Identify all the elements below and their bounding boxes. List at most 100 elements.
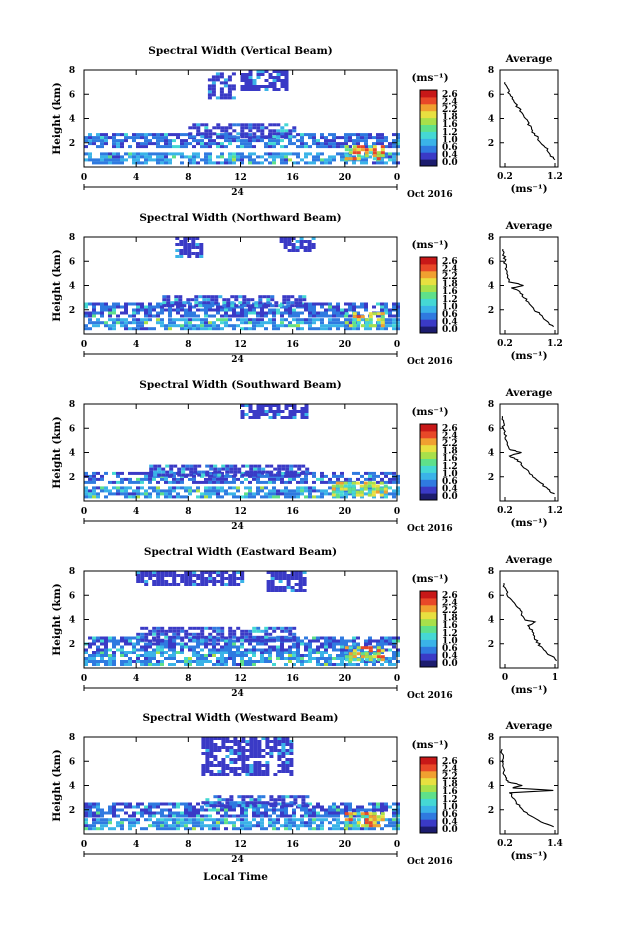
heatmap-cell — [191, 246, 196, 249]
heatmap-cell — [140, 142, 144, 146]
heatmap-cell — [368, 312, 373, 316]
heatmap-cell — [368, 327, 372, 331]
heatmap-cell — [360, 305, 364, 309]
heatmap-cell — [172, 657, 176, 660]
heatmap-cell — [274, 586, 279, 589]
heatmap-cell — [208, 489, 212, 493]
heatmap-cell — [380, 802, 384, 806]
heatmap-cell — [265, 773, 270, 776]
heatmap-cell — [128, 818, 132, 822]
heatmap-cell — [265, 801, 270, 805]
heatmap-cell — [172, 324, 176, 328]
heatmap-cell — [260, 161, 264, 165]
heatmap-cell — [240, 642, 244, 646]
heatmap-cell — [288, 480, 292, 484]
heatmap-cell — [180, 477, 184, 481]
heatmap-cell — [256, 626, 261, 630]
colorbar-tick-label: 2.2 — [442, 105, 458, 115]
heatmap-cell — [388, 155, 392, 159]
heatmap-cell — [196, 635, 201, 639]
heatmap-cell — [112, 161, 116, 165]
heatmap-cell — [225, 464, 230, 468]
heatmap-cell — [264, 79, 269, 82]
heatmap-cell — [104, 648, 108, 652]
heatmap-cell — [168, 133, 172, 137]
heatmap-cell — [264, 626, 269, 630]
heatmap-cell — [320, 305, 324, 309]
heatmap-cell — [104, 636, 108, 640]
heatmap-cell — [164, 651, 168, 654]
heatmap-cell — [332, 663, 336, 666]
heatmap-cell — [221, 758, 226, 761]
heatmap-cell — [204, 660, 208, 663]
heatmap-cell — [172, 583, 177, 586]
heatmap-cell — [92, 305, 96, 309]
x-tick-label: 8 — [185, 340, 191, 350]
heatmap-cell — [272, 477, 276, 481]
heatmap-cell — [236, 477, 240, 481]
heatmap-cell — [316, 651, 320, 654]
heatmap-cell — [240, 318, 244, 322]
heatmap-cell — [344, 148, 349, 152]
heatmap-cell — [256, 155, 260, 159]
heatmap-cell — [176, 480, 180, 484]
y-tick-label: 8 — [69, 400, 75, 410]
heatmap-cell — [228, 318, 232, 322]
heatmap-cell — [216, 126, 221, 130]
heatmap-cell — [100, 311, 104, 315]
heatmap-cell — [284, 161, 288, 165]
heatmap-cell — [220, 327, 224, 331]
heatmap-cell — [191, 252, 196, 255]
heatmap-cell — [367, 481, 372, 485]
heatmap-cell — [211, 87, 216, 91]
heatmap-cell — [216, 808, 220, 812]
heatmap-cell — [144, 626, 149, 630]
heatmap-cell — [104, 486, 108, 490]
heatmap-cell — [160, 158, 164, 162]
heatmap-cell — [192, 327, 196, 331]
heatmap-cell — [392, 139, 396, 143]
heatmap-cell — [84, 802, 88, 806]
heatmap-cell — [280, 814, 284, 818]
heatmap-cell — [324, 648, 328, 652]
heatmap-cell — [249, 773, 254, 776]
heatmap-cell — [220, 626, 225, 630]
heatmap-cell — [120, 651, 124, 654]
heatmap-cell — [276, 808, 280, 812]
average-y-tick-label: 4 — [488, 449, 494, 459]
heatmap-cell — [132, 660, 136, 663]
heatmap-cell — [200, 324, 204, 328]
heatmap-cell — [248, 152, 252, 156]
heatmap-cell — [296, 145, 300, 149]
heatmap-cell — [209, 749, 214, 752]
heatmap-cell — [220, 161, 224, 165]
heatmap-cell — [187, 237, 192, 240]
heatmap-cell — [248, 133, 252, 137]
heatmap-cell — [260, 811, 264, 815]
heatmap-cell — [168, 629, 173, 633]
heatmap-cell — [312, 321, 316, 325]
heatmap-cell — [212, 651, 216, 654]
heatmap-cell — [238, 301, 243, 305]
heatmap-cell — [224, 318, 228, 322]
heatmap-cell — [227, 75, 232, 79]
heatmap-cell — [312, 155, 316, 159]
heatmap-cell — [160, 824, 164, 828]
heatmap-cell — [174, 295, 179, 299]
heatmap-cell — [232, 135, 237, 139]
heatmap-cell — [261, 470, 266, 474]
heatmap-cell — [172, 629, 177, 633]
heatmap-cell — [352, 495, 356, 499]
heatmap-cell — [356, 827, 360, 831]
heatmap-cell — [196, 642, 200, 646]
x-tick-label: 0 — [394, 173, 400, 183]
heatmap-cell — [162, 298, 167, 302]
heatmap-cell — [140, 471, 144, 475]
heatmap-cell — [196, 574, 201, 577]
heatmap-cell — [392, 327, 396, 331]
heatmap-cell — [320, 314, 324, 318]
heatmap-cell — [180, 577, 185, 580]
heatmap-cell — [328, 161, 332, 165]
heatmap-cell — [205, 770, 210, 773]
heatmap-cell — [136, 155, 140, 159]
